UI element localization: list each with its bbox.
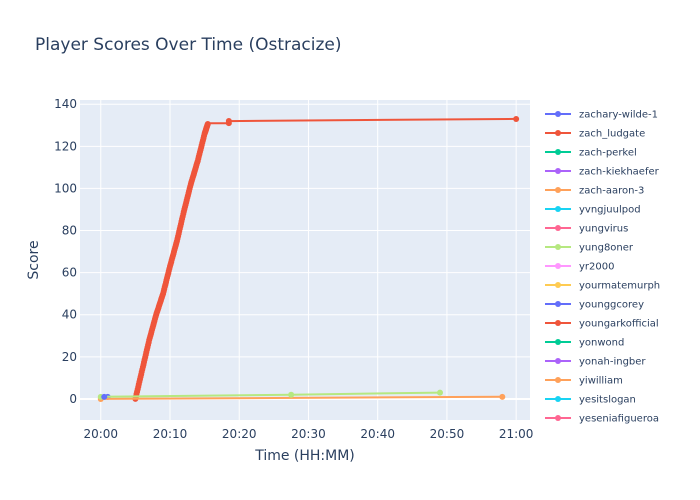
legend-label: yourmatemurph (579, 281, 660, 292)
data-point (437, 389, 443, 396)
legend-item[interactable]: yiwilliam (545, 376, 623, 387)
legend-item[interactable]: zach_ludgate (545, 129, 645, 140)
data-point (513, 115, 520, 122)
legend-item[interactable]: zach-aaron-3 (545, 186, 644, 197)
legend-label: yung8oner (579, 243, 634, 254)
x-tick-label: 20:30 (291, 427, 326, 441)
legend-label: youngarkofficial (579, 319, 659, 330)
legend-swatch-marker (555, 168, 561, 174)
y-axis-title: Score (26, 240, 42, 279)
y-tick-label: 60 (62, 266, 77, 280)
legend-item[interactable]: zachary-wilde-1 (545, 110, 658, 121)
x-tick-label: 20:20 (222, 427, 257, 441)
legend-swatch-marker (555, 358, 561, 364)
legend-label: zach-kiekhaefer (579, 167, 660, 178)
legend-swatch-marker (555, 225, 561, 231)
y-tick-label: 40 (62, 308, 77, 322)
legend-item[interactable]: yonah-ingber (545, 357, 646, 368)
legend-swatch-marker (555, 396, 561, 402)
legend-swatch-marker (555, 339, 561, 345)
legend-label: zach-aaron-3 (579, 186, 644, 197)
legend[interactable]: zachary-wilde-1 zach_ludgate zach-perkel za… (545, 110, 660, 425)
legend-label: yr2000 (579, 262, 614, 273)
legend-item[interactable]: zach-perkel (545, 148, 637, 159)
y-tick-label: 100 (54, 181, 77, 195)
legend-swatch-marker (555, 320, 561, 326)
legend-label: yvngjuulpod (579, 205, 641, 216)
data-point (288, 391, 295, 398)
data-point (101, 393, 108, 400)
legend-swatch-marker (555, 187, 561, 193)
data-point (499, 393, 506, 400)
legend-item[interactable]: yung8oner (545, 243, 634, 254)
legend-label: yonah-ingber (579, 357, 646, 368)
legend-label: younggcorey (579, 300, 644, 311)
x-tick-label: 20:00 (83, 427, 118, 441)
x-axis-title: Time (HH:MM) (254, 448, 355, 464)
legend-swatch-marker (555, 244, 561, 250)
legend-item[interactable]: yvngjuulpod (545, 205, 641, 216)
legend-label: zach-perkel (579, 148, 637, 159)
legend-label: yiwilliam (579, 376, 623, 387)
legend-swatch-marker (555, 206, 561, 212)
x-tick-label: 21:00 (499, 427, 534, 441)
legend-label: yungvirus (579, 224, 628, 235)
legend-swatch-marker (555, 111, 561, 117)
legend-item[interactable]: younggcorey (545, 300, 644, 311)
data-point (225, 118, 232, 125)
legend-swatch-marker (555, 149, 561, 155)
y-tick-label: 20 (62, 350, 77, 364)
legend-item[interactable]: yourmatemurph (545, 281, 660, 292)
legend-swatch-marker (555, 282, 561, 288)
x-tick-label: 20:40 (360, 427, 395, 441)
legend-swatch-marker (555, 415, 561, 421)
x-tick-labels: 20:00 20:10 20:20 20:30 20:40 20:50 21:00 (83, 427, 533, 441)
y-tick-label: 0 (69, 392, 77, 406)
y-tick-label: 120 (54, 139, 77, 153)
legend-item[interactable]: yeseniafigueroa (545, 414, 659, 425)
legend-item[interactable]: zach-kiekhaefer (545, 167, 660, 178)
grid (80, 100, 530, 420)
legend-item[interactable]: yungvirus (545, 224, 628, 235)
legend-item[interactable]: yonwond (545, 338, 624, 349)
y-tick-label: 80 (62, 224, 77, 238)
legend-label: yeseniafigueroa (579, 414, 659, 425)
legend-swatch-marker (555, 301, 561, 307)
legend-label: zach_ludgate (579, 129, 645, 140)
legend-item[interactable]: youngarkofficial (545, 319, 659, 330)
series-layer (97, 115, 520, 402)
y-tick-labels: 0 20 40 60 80 100 120 140 (54, 97, 77, 406)
legend-swatch-marker (555, 377, 561, 383)
legend-item[interactable]: yesitslogan (545, 395, 636, 406)
x-tick-label: 20:10 (153, 427, 188, 441)
legend-swatch-marker (555, 130, 561, 136)
series-zach_ludgate (132, 115, 520, 402)
legend-item[interactable]: yr2000 (545, 262, 614, 273)
series-younggcorey (101, 393, 108, 400)
series-yung8oner (97, 389, 443, 400)
x-tick-label: 20:50 (430, 427, 465, 441)
legend-label: zachary-wilde-1 (579, 110, 658, 121)
series-line (100, 395, 503, 400)
legend-swatch-marker (555, 263, 561, 269)
plot-area (80, 100, 530, 420)
data-point (204, 121, 211, 127)
y-tick-label: 140 (54, 97, 77, 111)
legend-label: yesitslogan (579, 395, 636, 406)
legend-label: yonwond (579, 338, 624, 349)
chart-title: Player Scores Over Time (Ostracize) (35, 35, 342, 55)
